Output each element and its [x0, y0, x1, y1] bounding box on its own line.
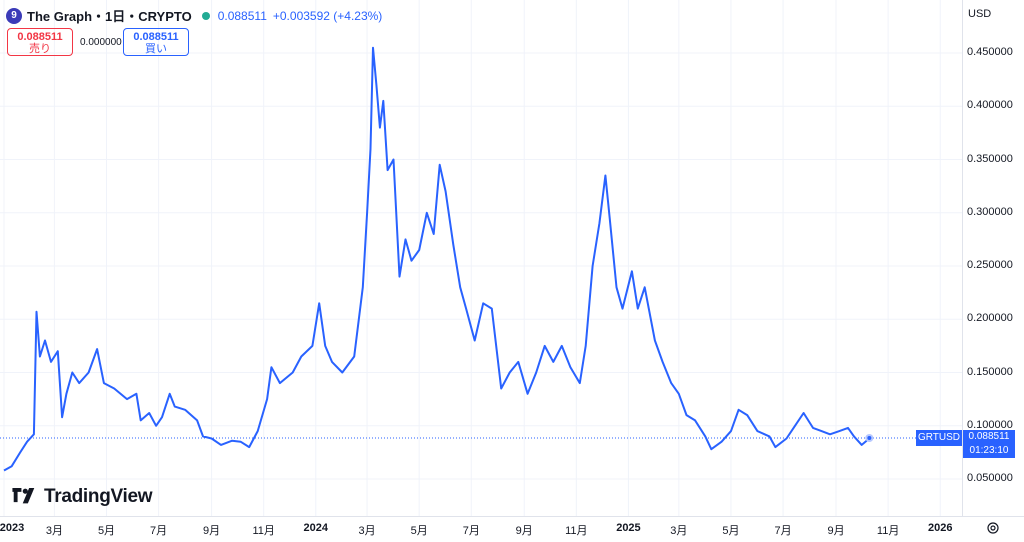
buy-price: 0.088511	[133, 31, 179, 43]
market-status-dot	[201, 11, 210, 20]
tradingview-logo[interactable]: TradingView	[10, 486, 153, 508]
time-tick-label: 9月	[827, 525, 845, 537]
time-tick-label: 9月	[203, 525, 221, 537]
price-tick-label: 0.050000	[967, 472, 1013, 484]
price-tick-label: 0.250000	[967, 259, 1013, 271]
time-tick-label: 5月	[410, 525, 428, 537]
price-tick-label: 0.200000	[967, 312, 1013, 325]
price-chart[interactable]	[0, 0, 962, 516]
gear-icon[interactable]	[986, 521, 1000, 535]
sell-button[interactable]: 0.088511 売り	[7, 28, 73, 56]
price-tick-label: 0.400000	[967, 99, 1013, 112]
sell-label: 売り	[29, 43, 51, 55]
time-tick-label: 3月	[358, 525, 376, 537]
current-price-label: 0.088511 01:23:10	[963, 430, 1015, 458]
current-price-value: 0.088511	[968, 431, 1010, 442]
time-tick-label: 2026	[927, 522, 953, 534]
time-tick-label: 3月	[45, 525, 63, 537]
buy-label: 買い	[145, 43, 167, 55]
sell-price: 0.088511	[17, 31, 63, 43]
graph-token-icon: 9	[6, 7, 22, 24]
price-change: +0.003592 (+4.23%)	[272, 8, 383, 23]
time-tick-label: 5月	[97, 525, 116, 537]
currency-selector[interactable]: USD	[962, 0, 1024, 28]
time-tick-label: 7月	[774, 525, 792, 537]
time-tick-label: 11月	[252, 525, 275, 537]
price-tick-label: 0.350000	[967, 152, 1013, 165]
currency-label: USD	[968, 8, 992, 20]
chart-header: 9 The Graph・1日・CRYPTO 0.088511 +0.003592…	[6, 6, 382, 25]
time-axis[interactable]	[0, 516, 1024, 542]
time-tick-label: 9月	[515, 525, 533, 537]
last-point-marker	[867, 435, 872, 440]
spread-value: 0.000000	[80, 37, 122, 48]
price-tick-label: 0.300000	[967, 205, 1013, 218]
time-tick-label: 11月	[876, 525, 900, 537]
bar-countdown: 01:23:10	[969, 445, 1009, 456]
price-tick-label: 0.150000	[967, 365, 1013, 378]
price-tick-label: 0.100000	[967, 418, 1013, 431]
price-series-line[interactable]	[3, 46, 870, 472]
chart-area[interactable]	[0, 0, 963, 516]
symbol-title[interactable]: The Graph・1日・CRYPTO	[27, 9, 192, 24]
tradingview-logo-icon	[12, 488, 35, 504]
time-tick-label: 3月	[670, 525, 688, 537]
price-tick-label: 0.450000	[967, 46, 1013, 58]
time-tick-label: 2023	[0, 522, 25, 534]
time-tick-label: 11月	[565, 525, 588, 537]
time-tick-label: 2024	[303, 522, 329, 534]
time-tick-label: 2025	[616, 522, 641, 534]
time-tick-label: 5月	[722, 525, 740, 537]
buy-button[interactable]: 0.088511 買い	[123, 28, 189, 56]
time-tick-label: 7月	[462, 525, 480, 537]
last-price: 0.088511	[217, 8, 267, 23]
tradingview-logo-text: TradingView	[44, 486, 153, 507]
time-tick-label: 7月	[150, 525, 168, 537]
symbol-price-tag: GRTUSD	[916, 430, 962, 446]
